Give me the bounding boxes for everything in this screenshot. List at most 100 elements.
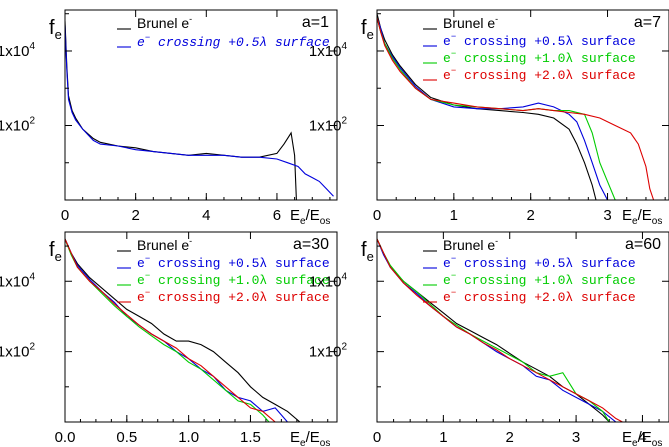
series-line-3	[377, 238, 610, 422]
plot-frame	[64, 231, 338, 423]
x-axis-label-sub1: e	[300, 438, 306, 447]
panel-label: a=7	[634, 14, 661, 31]
y-tick-mantissa: 1x10	[309, 43, 342, 60]
y-tick-label: 1x102	[309, 115, 348, 134]
legend-text-rest: crossing +0.5λ surface	[456, 34, 635, 49]
x-axis-label-main: E	[622, 429, 632, 446]
legend-text: e	[443, 290, 451, 305]
y-tick-label: 1x104	[309, 41, 348, 60]
series-group	[65, 21, 334, 200]
y-tick-exponent: 2	[341, 115, 347, 126]
y-tick-exponent: 4	[29, 41, 35, 52]
panel-3: 0.0 0.5 1.0 1.51x1021x104feEe/Eosa=30Brunel…	[0, 231, 338, 447]
legend-entry: Brunel e-	[137, 14, 192, 31]
legend-text: e	[443, 273, 451, 288]
y-tick-label: 1x102	[309, 342, 348, 361]
y-tick-mantissa: 1x10	[0, 273, 29, 290]
legend-sup: −	[451, 49, 456, 59]
x-axis-label-sep: /E	[306, 429, 320, 446]
legend-sup: −	[145, 288, 150, 298]
series-line-4	[377, 17, 655, 200]
legend-text: e	[137, 256, 145, 271]
x-tick-label: 4	[638, 429, 646, 446]
x-axis-label: Ee/Eos	[290, 429, 330, 447]
y-axis-label: fe	[361, 17, 374, 42]
y-axis-label: fe	[49, 17, 62, 42]
x-axis-label-sub2: os	[320, 216, 331, 227]
y-tick-exponent: 4	[29, 271, 35, 282]
x-tick-label: 3	[572, 429, 580, 446]
legend-text-rest: crossing +2.0λ surface	[456, 290, 635, 305]
x-tick-label: 2	[131, 207, 139, 224]
x-tick-label: 2	[527, 207, 535, 224]
x-tick-label: 0.5	[116, 429, 137, 446]
x-axis-label-sub2: os	[652, 438, 663, 447]
x-axis-label-sub2: os	[652, 216, 663, 227]
y-tick-exponent: 4	[341, 271, 347, 282]
legend-text-rest: crossing +1.0λ surface	[456, 273, 635, 288]
legend-text-rest: crossing +0.5λ surface	[150, 35, 330, 50]
x-axis-label: Ee/Eos	[290, 207, 330, 227]
legend-entry: Brunel e-	[137, 236, 192, 253]
legend-text: e	[443, 51, 451, 66]
series-line-4	[65, 238, 276, 422]
x-tick-label: 1.5	[240, 429, 261, 446]
legend-text-rest: crossing +2.0λ surface	[456, 68, 635, 83]
x-tick-label: 6	[273, 207, 281, 224]
x-tick-label: 0	[373, 429, 381, 446]
x-tick-label: 0	[61, 207, 69, 224]
x-axis-label-sep: /E	[638, 207, 652, 224]
y-axis-label-main: f	[361, 17, 367, 39]
legend-sup: −	[451, 254, 456, 264]
y-tick-label: 1x102	[0, 115, 35, 134]
y-tick-exponent: 4	[341, 41, 347, 52]
x-axis-label: Ee/Eos	[622, 207, 662, 227]
plot-frame	[376, 9, 669, 201]
legend-entry: e− crossing +0.5λ surface	[443, 32, 636, 49]
legend-entry: e− crossing +2.0λ surface	[137, 288, 330, 305]
y-axis-label-sub: e	[55, 27, 62, 42]
y-tick-exponent: 2	[341, 342, 347, 353]
series-line-1	[65, 238, 301, 422]
legend-sup: −	[451, 288, 456, 298]
x-tick-label: 3	[603, 207, 611, 224]
y-tick-mantissa: 1x10	[0, 117, 29, 134]
legend-entry: Brunel e-	[443, 14, 498, 31]
x-axis-label-sep: /E	[306, 207, 320, 224]
y-axis-label: fe	[49, 239, 62, 264]
series-line-2	[65, 24, 334, 197]
legend-text-rest: crossing +0.5λ surface	[456, 256, 635, 271]
legend-text: Brunel e	[443, 15, 495, 31]
panel-label: a=1	[302, 14, 329, 31]
legend-entry: e− crossing +1.0λ surface	[137, 271, 330, 288]
y-tick-label: 1x104	[0, 271, 35, 290]
legend-sup: −	[145, 254, 150, 264]
x-axis-label-sub1: e	[632, 216, 638, 227]
x-tick-label: 1	[439, 429, 447, 446]
x-tick-label: 1.0	[178, 429, 199, 446]
x-axis-label-sub2: os	[320, 438, 331, 447]
legend-sup: -	[495, 14, 498, 24]
legend-text: e	[137, 35, 145, 50]
legend-text-rest: crossing +1.0λ surface	[456, 51, 635, 66]
legend-sup: −	[145, 271, 150, 281]
y-tick-mantissa: 1x10	[309, 117, 342, 134]
legend-entry: e− crossing +2.0λ surface	[443, 66, 636, 83]
x-tick-label: 1	[450, 207, 458, 224]
y-axis-label-sub: e	[367, 249, 374, 264]
legend-text-rest: crossing +0.5λ surface	[150, 256, 329, 271]
legend-sup: −	[451, 271, 456, 281]
panel-label: a=60	[625, 236, 661, 253]
x-axis-label-main: E	[290, 429, 300, 446]
legend-entry: e− crossing +1.0λ surface	[443, 271, 636, 288]
y-tick-mantissa: 1x10	[0, 344, 29, 361]
legend-entry: Brunel e-	[443, 236, 498, 253]
y-axis-label-sub: e	[367, 27, 374, 42]
x-axis-label-sep: /E	[638, 429, 652, 446]
legend-entry: e− crossing +2.0λ surface	[443, 288, 636, 305]
y-tick-mantissa: 1x10	[309, 273, 342, 290]
series-line-2	[65, 238, 288, 422]
